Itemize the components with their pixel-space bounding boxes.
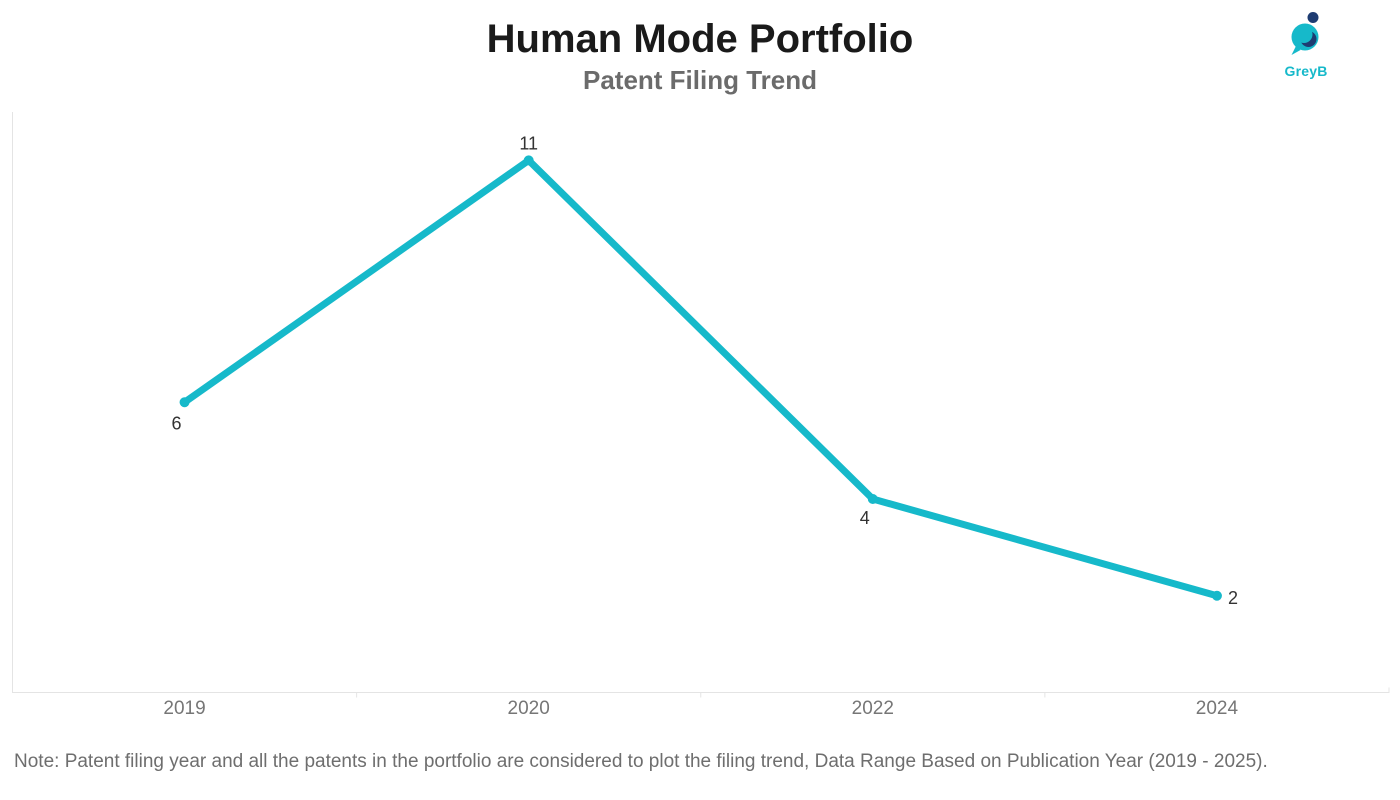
- x-axis-label: 2022: [852, 698, 894, 719]
- axis-line: [12, 112, 1390, 693]
- data-point-label: 11: [519, 133, 538, 153]
- x-axis-label: 2019: [163, 698, 205, 719]
- x-axis-label: 2024: [1196, 698, 1239, 719]
- data-point-label: 6: [172, 413, 182, 433]
- trend-line: [181, 156, 1221, 600]
- greyb-logo: GreyB: [1278, 10, 1334, 79]
- data-point-marker: [867, 494, 878, 504]
- data-point-marker: [523, 155, 534, 166]
- data-point-marker: [1211, 590, 1222, 601]
- data-point-label: 4: [860, 508, 870, 528]
- footnote: Note: Patent filing year and all the pat…: [14, 751, 1268, 772]
- x-axis-label: 2020: [508, 698, 550, 719]
- data-point-marker: [179, 397, 190, 408]
- data-point-label: 2: [1228, 588, 1238, 608]
- greyb-logo-icon: [1291, 12, 1319, 55]
- greyb-logo-text: GreyB: [1284, 63, 1328, 79]
